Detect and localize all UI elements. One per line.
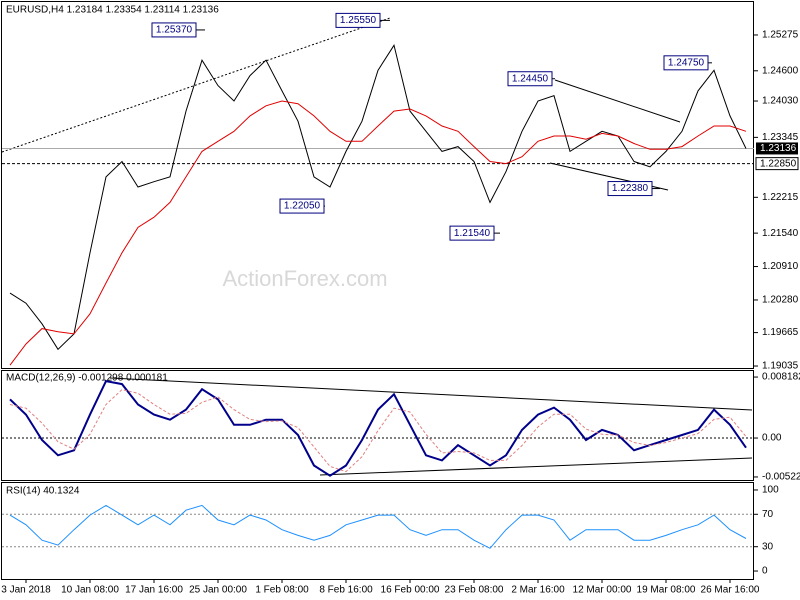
- y-tick-label: 30: [762, 541, 774, 552]
- annotation-label: 1.25370: [156, 25, 193, 36]
- macd-trend-line: [319, 457, 753, 476]
- x-tick-label: 17 Jan 16:00: [125, 585, 183, 596]
- annotation-box: [335, 12, 381, 28]
- y-tick-label: 1.19035: [762, 361, 799, 372]
- y-tick-label: 0.008182: [762, 372, 800, 383]
- chart-title: EURUSD,H4 1.23184 1.23354 1.23114 1.2313…: [6, 5, 219, 16]
- y-tick-label: 0.00: [762, 433, 782, 444]
- annotation-box: [507, 71, 553, 87]
- series-line: [9, 44, 747, 351]
- x-tick-label: 26 Mar 16:00: [701, 585, 760, 596]
- y-tick-label: 100: [762, 485, 779, 496]
- macd-panel: [1, 370, 754, 481]
- y-tick-label: 1.24030: [762, 96, 799, 107]
- y-tick-label: 1.20910: [762, 261, 799, 272]
- x-tick-label: 19 Mar 08:00: [637, 585, 696, 596]
- series-line: [9, 379, 747, 477]
- y-tick-label: -0.005223: [762, 472, 800, 483]
- x-tick-label: 25 Jan 00:00: [189, 585, 247, 596]
- annotation-label: 1.21540: [454, 228, 491, 239]
- y-tick-label: 1.21540: [762, 228, 799, 239]
- y-tick-label: 1.23345: [762, 132, 799, 143]
- y-tick-label: 1.25275: [762, 30, 799, 41]
- macd-title: MACD(12,26,9) -0.001298 0.000181: [6, 373, 168, 384]
- annotation-box: [279, 198, 325, 214]
- level-box: [755, 157, 799, 171]
- series-line: [9, 504, 747, 549]
- x-tick-label: 8 Feb 16:00: [319, 585, 373, 596]
- annotation-box: [607, 181, 653, 197]
- annotation-box: [151, 22, 197, 38]
- x-tick-label: 3 Jan 2018: [1, 585, 51, 596]
- annotation-box: [663, 55, 709, 71]
- y-tick-label: 1.24600: [762, 65, 799, 76]
- y-tick-label: 1.19665: [762, 327, 799, 338]
- y-tick-label: 0: [762, 566, 768, 577]
- rsi-panel: [1, 482, 754, 580]
- annotation-label: 1.22380: [612, 183, 649, 194]
- annotation-label: 1.25550: [340, 15, 377, 26]
- price-panel: [1, 1, 754, 369]
- y-tick-label: 70: [762, 509, 774, 520]
- watermark: ActionForex.com: [222, 266, 387, 291]
- x-tick-label: 2 Mar 16:00: [511, 585, 565, 596]
- series-line: [9, 100, 747, 366]
- x-tick-label: 23 Feb 08:00: [445, 585, 504, 596]
- x-tick-label: 1 Feb 08:00: [255, 585, 309, 596]
- trend-line: [1, 17, 391, 153]
- annotation-label: 1.24750: [668, 57, 705, 68]
- annotation-label: 1.24450: [512, 73, 549, 84]
- macd-trend-line: [109, 377, 753, 411]
- y-tick-label: 1.22215: [762, 192, 799, 203]
- annotation-box: [449, 225, 495, 241]
- x-tick-label: 16 Feb 00:00: [381, 585, 440, 596]
- last-price-label: 1.23136: [760, 143, 797, 154]
- y-tick-label: 1.20280: [762, 295, 799, 306]
- level-label: 1.22850: [760, 158, 797, 169]
- x-tick-label: 12 Mar 00:00: [573, 585, 632, 596]
- rsi-title: RSI(14) 40.1324: [6, 486, 80, 497]
- x-tick-label: 10 Jan 08:00: [61, 585, 119, 596]
- last-price-box: [756, 142, 798, 155]
- annotation-label: 1.22050: [284, 201, 321, 212]
- channel-line: [554, 79, 681, 123]
